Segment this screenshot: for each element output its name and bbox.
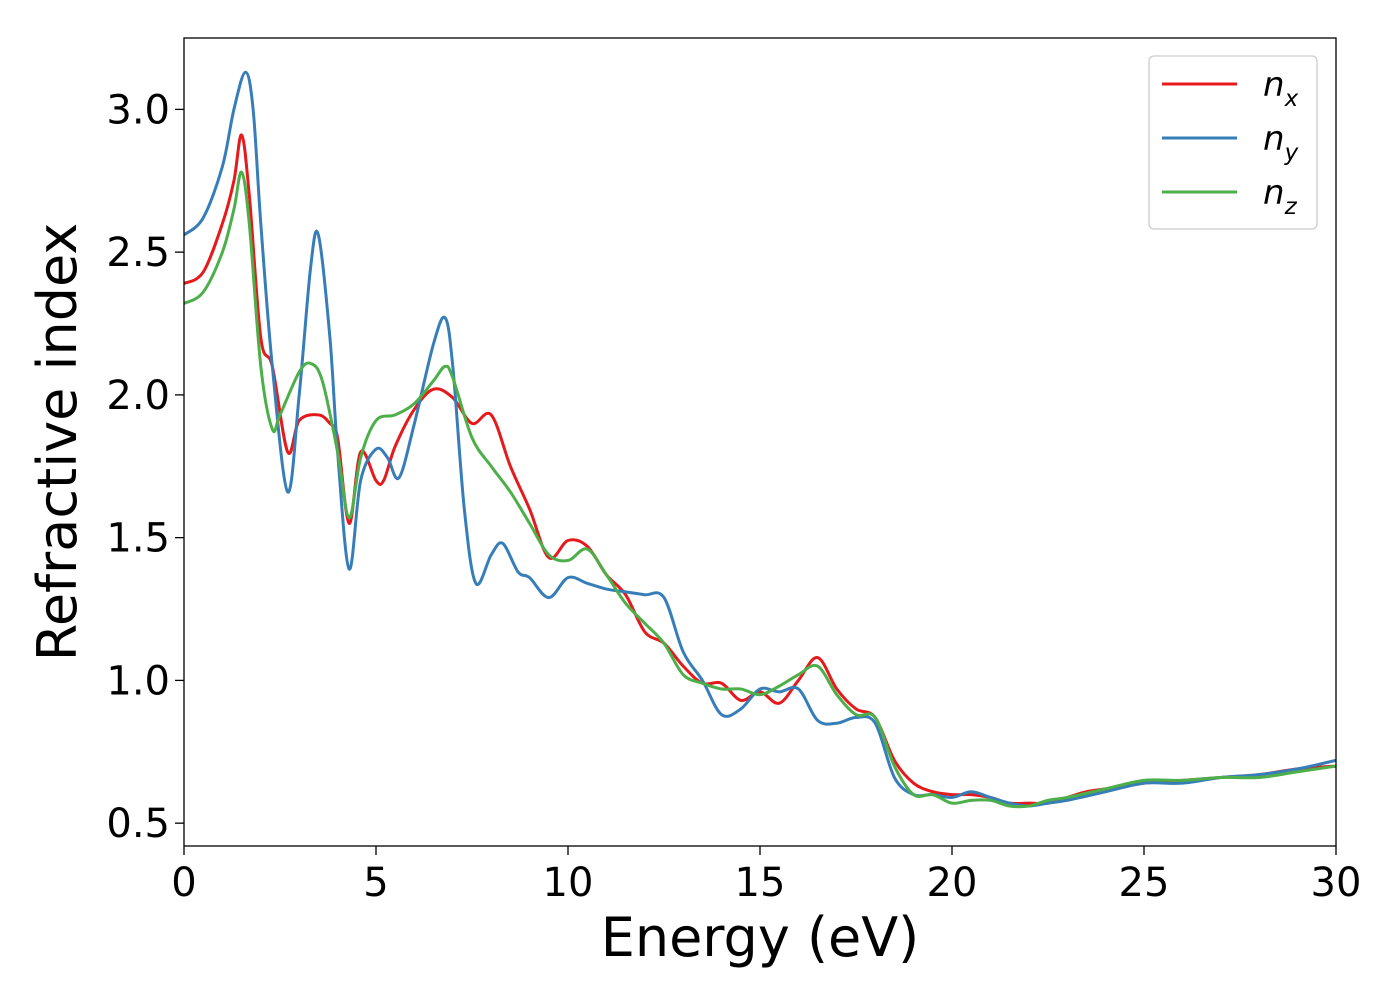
x-tick-label: 10 [543,860,594,906]
x-tick-label: 5 [363,860,388,906]
legend-box [1148,55,1318,230]
x-tick-label: 20 [927,860,978,906]
y-tick-label: 1.0 [106,658,170,704]
y-tick-label: 0.5 [106,801,170,847]
series-line-y [184,70,1336,808]
legend: nx ny nz [1148,55,1318,230]
y-axis-ticks: 0.5 1.0 1.5 2.0 2.5 3.0 [106,87,184,847]
y-tick-label: 2.5 [106,230,170,276]
y-tick-label: 3.0 [106,87,170,133]
y-axis-label: Refractive index [26,223,89,662]
y-tick-label: 1.5 [106,516,170,562]
y-tick-label: 2.0 [106,373,170,419]
x-axis-ticks: 0 5 10 15 20 25 30 [171,846,1361,906]
legend-label-x: nx [1263,65,1299,112]
series-line-z [184,170,1336,809]
x-tick-label: 25 [1119,860,1170,906]
series-layer [184,70,1336,809]
x-axis-label: Energy (eV) [601,906,920,969]
x-tick-label: 30 [1311,860,1362,906]
legend-label-y: ny [1263,119,1299,166]
legend-label-z: nz [1263,173,1298,220]
x-tick-label: 0 [171,860,196,906]
x-tick-label: 15 [735,860,786,906]
